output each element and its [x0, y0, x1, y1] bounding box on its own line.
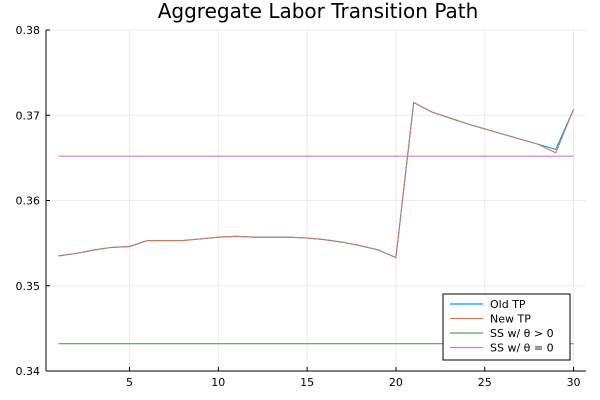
legend-label: Old TP	[490, 298, 526, 311]
legend-label: New TP	[490, 313, 531, 326]
x-tick-label: 15	[300, 376, 314, 389]
series-line-2	[58, 101, 575, 259]
axes	[45, 29, 586, 372]
x-tick-label: 30	[567, 376, 581, 389]
legend-label: SS w/ θ = 0	[490, 342, 554, 355]
y-tick-label: 0.36	[16, 195, 41, 208]
y-tick-label: 0.34	[16, 365, 41, 378]
series-line-1	[58, 101, 575, 259]
x-tick-label: 20	[389, 376, 403, 389]
y-tick-label: 0.38	[16, 24, 41, 37]
legend-label: SS w/ θ > 0	[490, 327, 554, 340]
x-tick-label: 25	[478, 376, 492, 389]
y-tick-label: 0.35	[16, 280, 41, 293]
tick-labels: 5 10 15 20 25 30 0.34 0.35 0.36 0.37 0.38	[16, 24, 581, 389]
x-tick-label: 10	[211, 376, 225, 389]
legend-box	[442, 293, 571, 361]
x-tick-label: 5	[126, 376, 133, 389]
y-tick-label: 0.37	[16, 109, 41, 122]
chart-title: Aggregate Labor Transition Path	[158, 0, 479, 23]
